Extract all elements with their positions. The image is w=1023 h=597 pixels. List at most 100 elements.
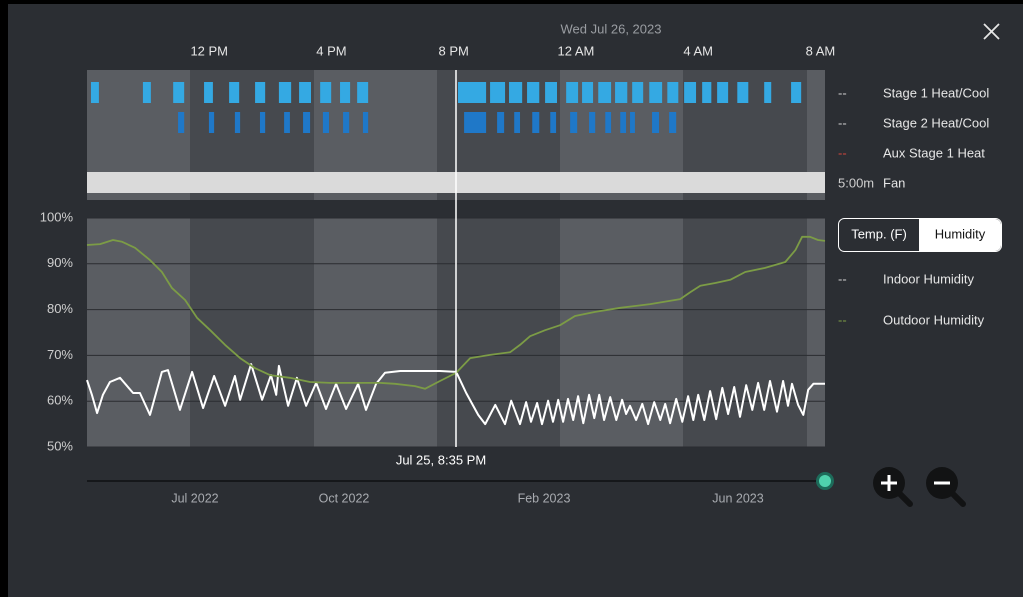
runtime-block (457, 82, 487, 103)
legend-label: Fan (883, 175, 905, 190)
runtime-block (509, 82, 523, 103)
runtime-block (684, 82, 697, 103)
runtime-block (702, 82, 712, 103)
runtime-block (667, 82, 679, 103)
legend-status: -- (838, 145, 847, 160)
legend-label: Outdoor Humidity (883, 312, 985, 327)
legend-label: Stage 2 Heat/Cool (883, 115, 989, 130)
range-labels: Jul 2022 Oct 2022 Feb 2023 Jun 2023 (171, 491, 763, 505)
x-tick-label: 4 PM (316, 43, 346, 58)
zoom-in[interactable] (873, 467, 913, 507)
band (314, 218, 437, 447)
band (190, 218, 314, 447)
humidity-line (86, 235, 826, 390)
zoom-out[interactable] (926, 467, 966, 507)
legend-status: -- (838, 312, 847, 327)
x-tick-label: 12 AM (558, 43, 595, 58)
runtime-block (142, 82, 151, 103)
range-label: Jun 2023 (712, 491, 763, 505)
runtime-block (791, 82, 802, 103)
legend-label: Aux Stage 1 Heat (883, 145, 985, 160)
runtime-block (566, 82, 579, 103)
runtime-block (737, 82, 749, 103)
x-tick-label: 8 PM (439, 43, 469, 58)
runtime-block (343, 112, 350, 133)
y-tick-label: 50% (47, 438, 73, 453)
band (560, 218, 683, 447)
runtime-block (630, 112, 635, 133)
runtime-block (208, 112, 215, 133)
runtime-block (649, 82, 663, 103)
close-button[interactable] (983, 23, 1000, 40)
runtime-block (234, 112, 241, 133)
runtime-block (284, 112, 290, 133)
runtime-block (357, 82, 369, 103)
runtime-block (632, 82, 644, 103)
runtime-block (278, 82, 292, 103)
runtime-block (514, 112, 521, 133)
runtime-block (598, 82, 612, 103)
close-icon[interactable] (983, 23, 1000, 40)
band (683, 218, 807, 447)
runtime-block (605, 112, 612, 133)
runtime-block (255, 82, 266, 103)
runtime-block (362, 112, 369, 133)
toggle-option[interactable]: Temp. (F) (851, 226, 907, 241)
runtime-block (178, 112, 185, 133)
runtime-block (299, 82, 311, 103)
runtime-block (340, 82, 351, 103)
runtime-block (320, 82, 332, 103)
mode-toggle[interactable]: Temp. (F) Humidity (838, 218, 1002, 252)
range-handle[interactable] (819, 475, 831, 487)
runtime-block (545, 82, 557, 103)
cursor-label: Jul 25, 8:35 PM (396, 452, 486, 467)
date-label: Wed Jul 26, 2023 (561, 21, 662, 36)
toggle-option[interactable]: Humidity (935, 226, 986, 241)
runtime-block (303, 112, 311, 133)
x-tick-label: 12 PM (190, 43, 228, 58)
runtime-block (669, 112, 677, 133)
range-label: Jul 2022 (171, 491, 218, 505)
runtime-block (527, 82, 540, 103)
runtime-block (550, 112, 557, 133)
band (807, 70, 825, 200)
runtime-block (173, 82, 185, 103)
y-tick-label: 60% (47, 393, 73, 408)
band (87, 218, 190, 447)
band (807, 218, 825, 447)
runtime-block (570, 112, 578, 133)
y-tick-label: 70% (47, 347, 73, 362)
range-label: Oct 2022 (319, 491, 370, 505)
toggle-selected[interactable] (919, 219, 1001, 251)
x-tick-label: 8 AM (806, 43, 836, 58)
runtime-block (490, 82, 506, 103)
runtime-block (620, 112, 627, 133)
legend-status: -- (838, 85, 847, 100)
toggle-frame[interactable] (838, 218, 1002, 252)
runtime-block (532, 112, 540, 133)
runtime-block (259, 112, 266, 133)
runtime-block (204, 82, 213, 103)
y-tick-label: 80% (47, 301, 73, 316)
runtime-block (229, 82, 240, 103)
runtime-block (717, 82, 729, 103)
y-tick-label: 90% (47, 255, 73, 270)
x-tick-label: 4 AM (683, 43, 713, 58)
humidity-line (86, 363, 825, 426)
runtime-block (322, 112, 330, 133)
runtime-block (652, 112, 660, 133)
runtime-block (589, 112, 596, 133)
runtime-block (582, 82, 594, 103)
runtime-block (90, 82, 99, 103)
legend-status: -- (838, 271, 847, 286)
legend-label: Stage 1 Heat/Cool (883, 85, 989, 100)
runtime-block (615, 82, 628, 103)
legend-status: -- (838, 115, 847, 130)
legend-status: 5:00m (838, 175, 874, 190)
legend-label: Indoor Humidity (883, 271, 975, 286)
range-label: Feb 2023 (518, 491, 571, 505)
runtime-block (497, 112, 505, 133)
y-tick-label: 100% (40, 209, 74, 224)
